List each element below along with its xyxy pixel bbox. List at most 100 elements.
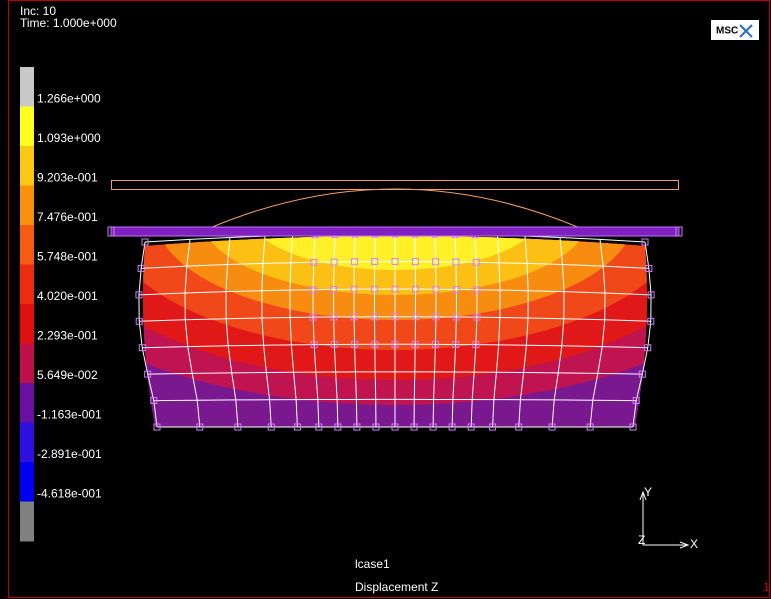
mesh-line bbox=[289, 235, 298, 428]
node bbox=[641, 238, 649, 246]
legend-label: 7.476e-001 bbox=[37, 210, 98, 224]
mesh-line bbox=[551, 237, 565, 428]
node bbox=[473, 313, 481, 321]
node bbox=[138, 344, 146, 352]
node bbox=[310, 258, 318, 266]
node bbox=[411, 313, 419, 321]
legend-label: 4.020e-001 bbox=[37, 289, 98, 303]
node bbox=[632, 397, 640, 405]
node bbox=[489, 423, 497, 431]
colorbar bbox=[20, 67, 34, 542]
node bbox=[141, 238, 149, 246]
swatch bbox=[20, 106, 34, 147]
mesh-line bbox=[589, 239, 606, 428]
legend-label: -4.618e-001 bbox=[37, 487, 102, 501]
legend-label: 1.266e+000 bbox=[37, 92, 101, 106]
node bbox=[411, 340, 419, 348]
node bbox=[473, 286, 481, 294]
node bbox=[472, 341, 480, 349]
node bbox=[371, 340, 379, 348]
node bbox=[330, 285, 338, 293]
logo: MSC bbox=[716, 26, 738, 37]
node bbox=[330, 340, 338, 348]
node bbox=[452, 340, 460, 348]
swatch bbox=[20, 225, 34, 265]
swatch bbox=[20, 422, 34, 463]
mesh-line bbox=[138, 241, 158, 428]
triad-y: Y bbox=[644, 485, 652, 499]
node bbox=[548, 423, 556, 431]
node bbox=[452, 313, 460, 321]
node bbox=[410, 423, 418, 431]
mesh-line bbox=[413, 234, 416, 428]
node bbox=[645, 264, 653, 272]
node bbox=[638, 370, 646, 378]
swatch bbox=[20, 67, 34, 107]
node bbox=[330, 313, 338, 321]
node bbox=[144, 370, 152, 378]
legend-label: 9.203e-001 bbox=[37, 171, 98, 185]
axis-triad bbox=[639, 490, 690, 549]
mesh-line bbox=[225, 237, 239, 428]
swatch bbox=[20, 501, 34, 542]
inc: Inc: 10 bbox=[20, 4, 56, 18]
node bbox=[137, 264, 145, 272]
node bbox=[644, 344, 652, 352]
node bbox=[330, 258, 338, 266]
logo-x bbox=[739, 24, 753, 38]
node bbox=[267, 423, 275, 431]
node bbox=[309, 286, 317, 294]
node bbox=[448, 423, 456, 431]
legend-label: 2.293e-001 bbox=[37, 329, 98, 343]
mesh-line bbox=[432, 234, 437, 428]
time: Time: 1.000e+000 bbox=[20, 16, 117, 30]
node bbox=[350, 313, 358, 321]
node bbox=[371, 258, 379, 266]
node bbox=[411, 285, 419, 293]
punch-bar bbox=[110, 226, 680, 237]
node bbox=[467, 423, 475, 431]
node bbox=[429, 423, 437, 431]
node bbox=[432, 313, 440, 321]
node bbox=[391, 313, 399, 321]
swatch bbox=[20, 185, 34, 226]
node bbox=[391, 423, 399, 431]
node bbox=[135, 291, 143, 299]
node bbox=[472, 258, 480, 266]
mesh-line bbox=[518, 236, 529, 428]
node bbox=[372, 423, 380, 431]
node bbox=[452, 258, 460, 266]
load-case: lcase1 bbox=[355, 557, 390, 571]
mesh-line bbox=[353, 234, 358, 428]
node bbox=[293, 423, 301, 431]
legend-label: -2.891e-001 bbox=[37, 447, 102, 461]
node bbox=[150, 397, 158, 405]
band bbox=[250, 236, 540, 270]
node bbox=[196, 423, 204, 431]
quantity: Displacement Z bbox=[355, 580, 438, 594]
node bbox=[315, 423, 323, 431]
legend-label: -1.163e-001 bbox=[37, 408, 102, 422]
node bbox=[391, 340, 399, 348]
node bbox=[431, 340, 439, 348]
mesh-line bbox=[492, 235, 501, 428]
node bbox=[432, 285, 440, 293]
triad-z: Z bbox=[638, 533, 645, 547]
node bbox=[371, 313, 379, 321]
node bbox=[350, 285, 358, 293]
node bbox=[391, 285, 399, 293]
swatch bbox=[20, 462, 34, 502]
node bbox=[309, 313, 317, 321]
node bbox=[353, 423, 361, 431]
node bbox=[350, 258, 358, 266]
node bbox=[351, 340, 359, 348]
mesh-line bbox=[312, 234, 320, 428]
legend-label: 5.649e-002 bbox=[37, 368, 98, 382]
node bbox=[135, 317, 143, 325]
corner-number: 1 bbox=[763, 580, 770, 594]
node bbox=[515, 423, 523, 431]
triad-x: X bbox=[690, 537, 698, 551]
mesh-line bbox=[451, 234, 457, 428]
